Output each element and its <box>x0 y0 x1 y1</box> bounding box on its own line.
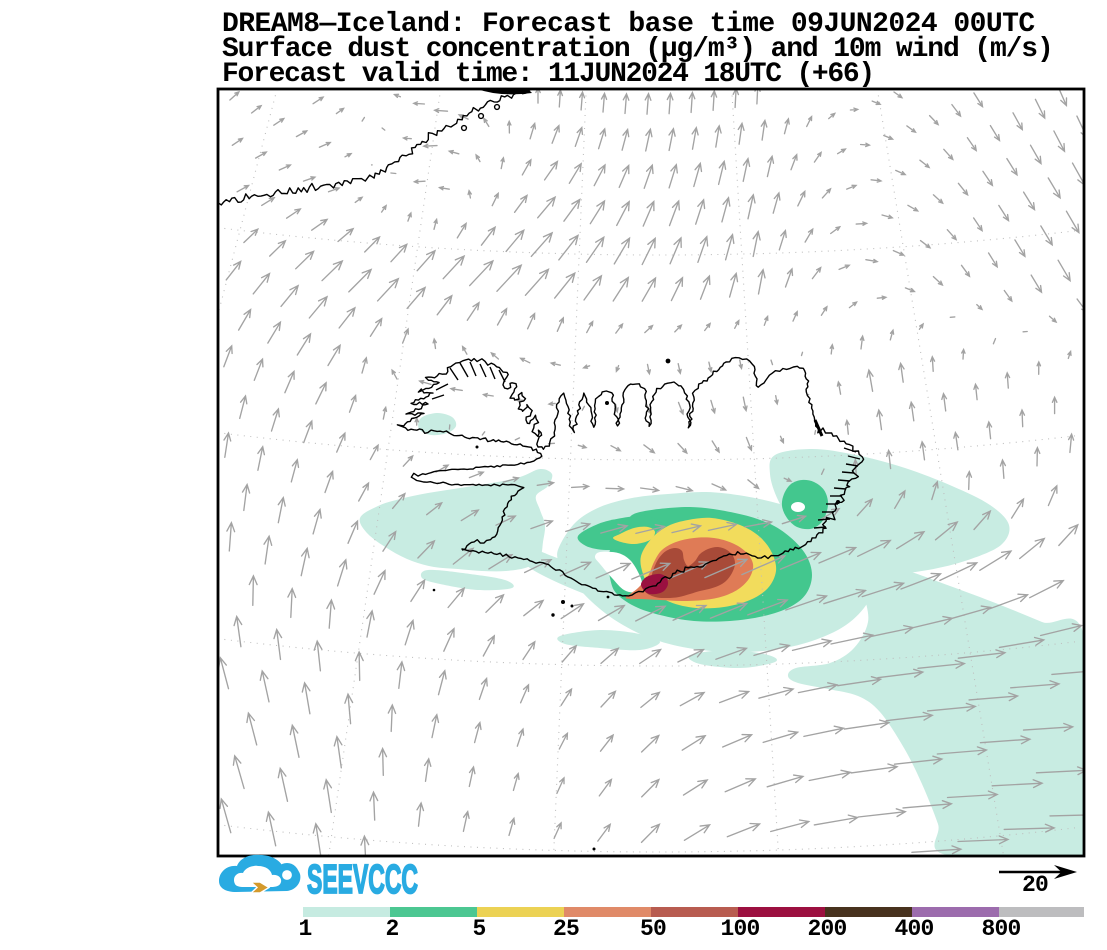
svg-text:400: 400 <box>894 916 933 942</box>
svg-text:1: 1 <box>298 916 311 942</box>
svg-text:25: 25 <box>553 916 579 942</box>
svg-text:20: 20 <box>1022 872 1048 898</box>
svg-text:50: 50 <box>640 916 666 942</box>
svg-text:2: 2 <box>385 916 398 942</box>
svg-text:Surface dust concentration (µg: Surface dust concentration (µg/m³) and 1… <box>222 34 1053 65</box>
svg-text:5: 5 <box>472 916 485 942</box>
svg-text:100: 100 <box>720 916 759 942</box>
svg-text:SEEVCCC: SEEVCCC <box>307 856 418 902</box>
svg-text:800: 800 <box>981 916 1020 942</box>
svg-text:DREAM8—Iceland: Forecast base: DREAM8—Iceland: Forecast base time 09JUN… <box>222 9 1035 40</box>
svg-text:200: 200 <box>807 916 846 942</box>
svg-text:Forecast valid time: 11JUN2024: Forecast valid time: 11JUN2024 18UTC (+6… <box>222 59 874 90</box>
